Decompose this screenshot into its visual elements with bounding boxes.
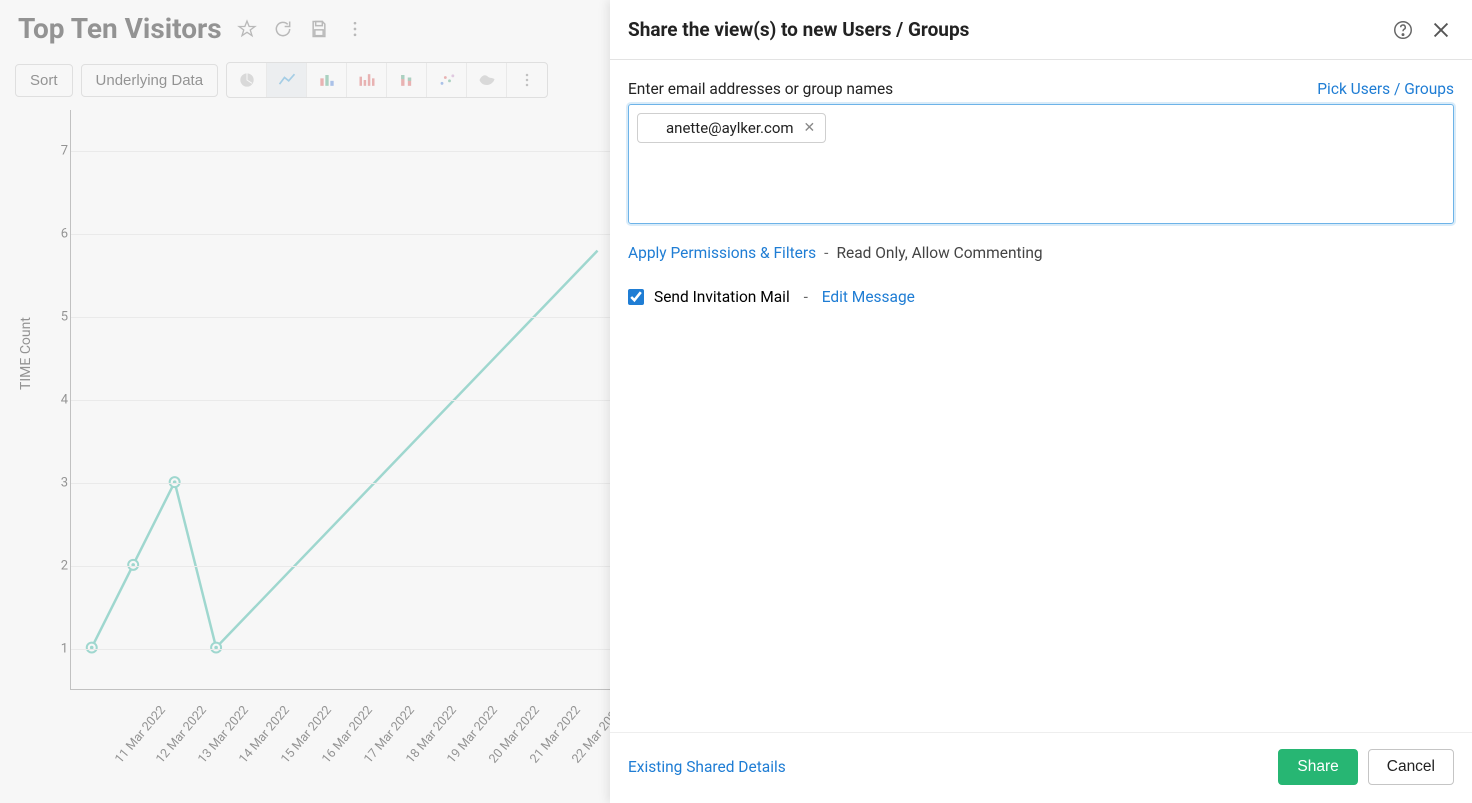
chart-type-line-icon[interactable] [267, 63, 307, 97]
refresh-icon[interactable] [272, 18, 294, 40]
modal-title: Share the view(s) to new Users / Groups [628, 18, 969, 41]
help-icon[interactable] [1392, 19, 1414, 41]
chart-type-more-icon[interactable] [507, 63, 547, 97]
y-ticks: 1 2 3 4 5 6 7 [48, 110, 68, 690]
y-tick-label: 6 [61, 227, 68, 242]
sort-button[interactable]: Sort [15, 64, 73, 97]
chart-area: TIME Count 1 2 3 4 5 6 7 11 Mar 202212 Mar 202… [18, 110, 608, 790]
existing-shared-link[interactable]: Existing Shared Details [628, 758, 786, 776]
modal-header: Share the view(s) to new Users / Groups [610, 0, 1472, 60]
apply-permissions-link[interactable]: Apply Permissions & Filters [628, 244, 816, 262]
edit-message-link[interactable]: Edit Message [822, 288, 915, 306]
pick-users-link[interactable]: Pick Users / Groups [1317, 80, 1454, 98]
save-icon[interactable] [308, 18, 330, 40]
chart-type-pie-icon[interactable] [227, 63, 267, 97]
send-invitation-checkbox[interactable] [628, 289, 644, 305]
favorite-star-icon[interactable] [236, 18, 258, 40]
y-tick-label: 3 [61, 475, 68, 490]
y-tick-label: 4 [61, 393, 68, 408]
remove-chip-icon[interactable]: ✕ [804, 120, 816, 136]
chart-type-map-icon[interactable] [467, 63, 507, 97]
chart-type-scatter-icon[interactable] [427, 63, 467, 97]
email-input[interactable]: anette@aylker.com ✕ [628, 104, 1454, 224]
underlying-data-button[interactable]: Underlying Data [81, 64, 219, 97]
email-field-label: Enter email addresses or group names [628, 80, 893, 98]
page-header: Top Ten Visitors [18, 12, 366, 45]
y-tick-label: 1 [61, 641, 68, 656]
email-chip: anette@aylker.com ✕ [637, 113, 826, 143]
permissions-description: Read Only, Allow Commenting [836, 244, 1042, 262]
y-tick-label: 5 [61, 310, 68, 325]
y-tick-label: 2 [61, 558, 68, 573]
cancel-button[interactable]: Cancel [1368, 749, 1454, 785]
toolbar: Sort Underlying Data [15, 62, 548, 98]
email-chip-text: anette@aylker.com [666, 119, 794, 137]
more-vertical-icon[interactable] [344, 18, 366, 40]
chart-type-group [226, 62, 548, 98]
page-title: Top Ten Visitors [18, 12, 222, 45]
modal-body: Enter email addresses or group names Pic… [610, 60, 1472, 732]
x-ticks: 11 Mar 202212 Mar 202213 Mar 202214 Mar … [70, 693, 610, 783]
close-icon[interactable] [1430, 19, 1452, 41]
chart-type-bar-icon[interactable] [307, 63, 347, 97]
share-button[interactable]: Share [1278, 749, 1357, 785]
chart-type-column-icon[interactable] [347, 63, 387, 97]
modal-footer: Existing Shared Details Share Cancel [610, 732, 1472, 803]
chart-plot [70, 110, 610, 690]
chart-type-stacked-icon[interactable] [387, 63, 427, 97]
y-axis-label: TIME Count [18, 317, 34, 390]
y-tick-label: 7 [61, 144, 68, 159]
share-modal: Share the view(s) to new Users / Groups … [610, 0, 1472, 803]
send-invitation-label: Send Invitation Mail [654, 288, 790, 306]
